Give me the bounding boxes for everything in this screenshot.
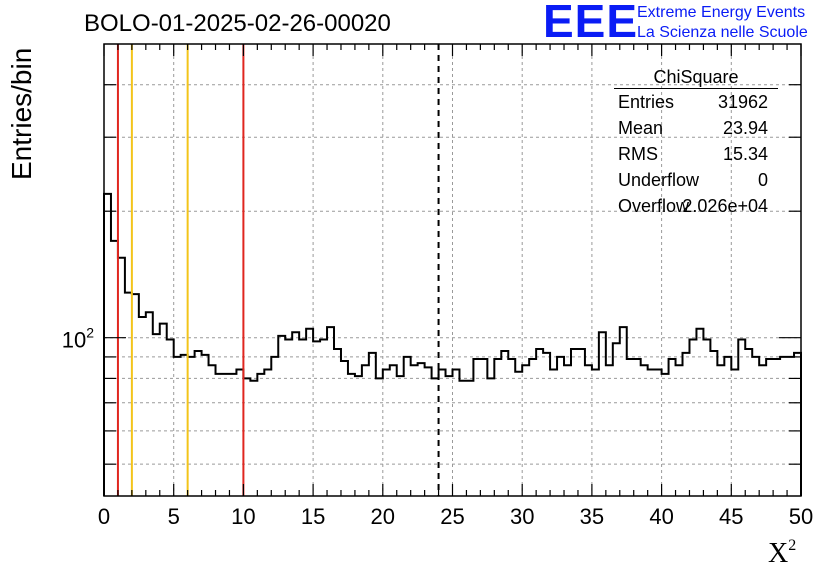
stats-row-underflow: Underflow 0 bbox=[612, 167, 778, 193]
stats-box-title: ChiSquare bbox=[614, 66, 778, 89]
logo-line-1: Extreme Energy Events bbox=[637, 4, 806, 21]
x-tick-label: 30 bbox=[510, 504, 534, 529]
x-axis-label-base: X bbox=[768, 538, 789, 569]
x-tick-label: 45 bbox=[719, 504, 743, 529]
stats-label: RMS bbox=[618, 144, 658, 164]
histogram-bars bbox=[103, 192, 802, 496]
y-tick-label-base: 10 bbox=[62, 328, 86, 353]
stats-label: Underflow bbox=[618, 170, 700, 190]
stats-label: Entries bbox=[618, 92, 675, 112]
stats-value: 2.026e+04 bbox=[682, 196, 768, 216]
eee-logo-mark: EEE bbox=[543, 0, 639, 47]
stats-row-entries: Entries 31962 bbox=[612, 89, 778, 115]
stats-box: ChiSquare Entries 31962 Mean 23.94 RMS 1… bbox=[612, 66, 778, 219]
x-tick-label: 50 bbox=[789, 504, 813, 529]
y-axis-label: Entries/bin bbox=[6, 47, 37, 180]
x-tick-label: 20 bbox=[371, 504, 395, 529]
x-axis-label-superscript: 2 bbox=[788, 537, 797, 554]
eee-logo: EEE Extreme Energy Events La Scienza nel… bbox=[543, 0, 833, 46]
x-tick-label: 10 bbox=[231, 504, 255, 529]
stats-label: Mean bbox=[618, 118, 664, 138]
stats-row-overflow: Overflow 2.026e+04 bbox=[612, 193, 778, 219]
stats-label: Overflow bbox=[618, 196, 690, 216]
x-axis-label: X2 bbox=[768, 537, 796, 570]
stats-value: 15.34 bbox=[722, 144, 768, 164]
x-tick-label: 25 bbox=[440, 504, 464, 529]
stats-value: 23.94 bbox=[722, 118, 768, 138]
x-tick-label: 5 bbox=[168, 504, 180, 529]
y-tick-label-exponent: 2 bbox=[86, 325, 94, 341]
stats-row-mean: Mean 23.94 bbox=[612, 115, 778, 141]
x-tick-label: 15 bbox=[301, 504, 325, 529]
x-tick-label: 40 bbox=[649, 504, 673, 529]
x-tick-label: 35 bbox=[580, 504, 604, 529]
chart-title: BOLO-01-2025-02-26-00020 bbox=[84, 10, 391, 37]
stats-value: 0 bbox=[757, 170, 768, 190]
stats-row-rms: RMS 15.34 bbox=[612, 141, 778, 167]
logo-line-2: La Scienza nelle Scuole bbox=[637, 24, 808, 41]
x-tick-label: 0 bbox=[98, 504, 110, 529]
y-tick-label: 102 bbox=[62, 325, 94, 353]
stats-value: 31962 bbox=[717, 92, 768, 112]
